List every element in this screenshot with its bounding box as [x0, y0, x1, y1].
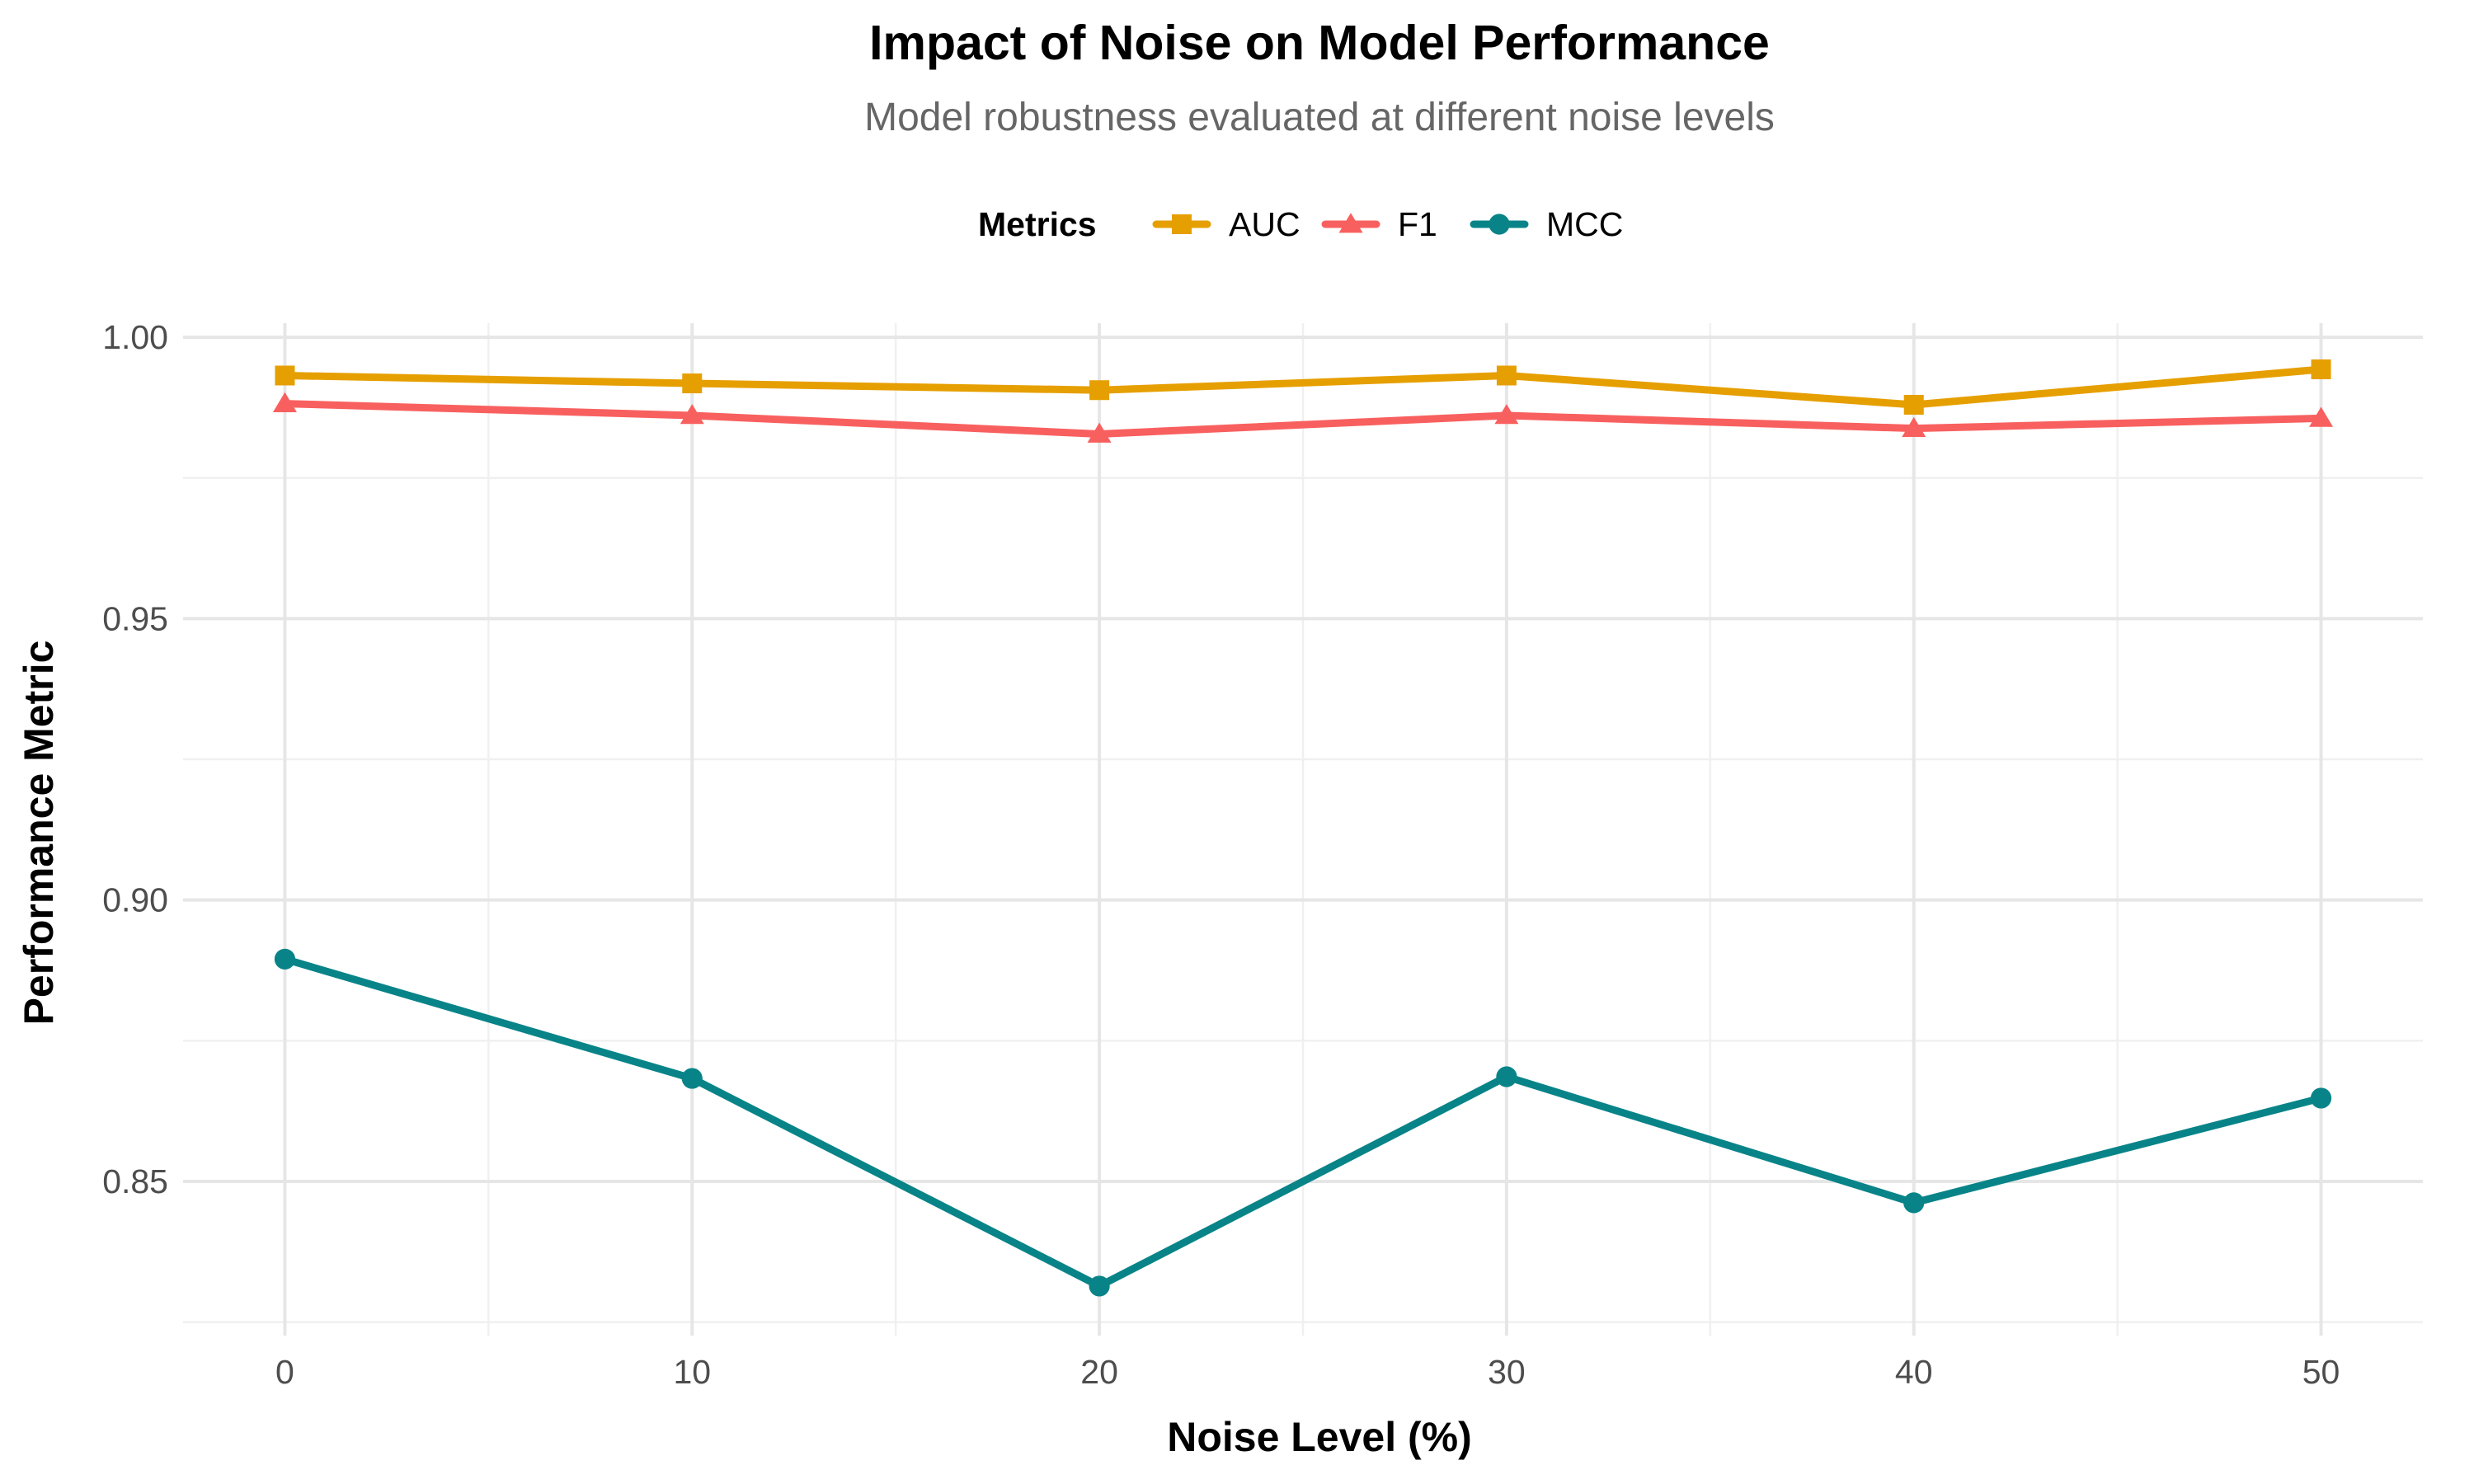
data-point-f1 [2309, 406, 2334, 427]
x-tick-label: 10 [673, 1353, 711, 1391]
series-line-f1 [280, 400, 2326, 438]
data-point-mcc [1903, 1192, 1925, 1214]
y-tick-label: 0.95 [102, 599, 168, 637]
legend-item-f1: F1 [1321, 205, 1437, 243]
data-point-mcc [1089, 1275, 1110, 1297]
legend-marker-mcc [1489, 214, 1510, 235]
data-point-auc [1496, 365, 1517, 386]
data-point-mcc [681, 1068, 703, 1089]
y-tick-label: 0.85 [102, 1162, 168, 1200]
data-point-auc [275, 365, 295, 386]
data-point-f1 [272, 392, 297, 412]
data-point-auc [1089, 380, 1110, 401]
y-axis-label: Performance Metric [16, 641, 62, 1026]
series-line-auc [280, 365, 2326, 409]
legend: Metrics AUC F1 MCC [978, 205, 1623, 243]
data-point-mcc [274, 948, 296, 970]
data-point-mcc [2310, 1087, 2332, 1109]
legend-label-mcc: MCC [1546, 205, 1623, 243]
legend-item-auc: AUC [1152, 205, 1300, 243]
series-f1 [272, 392, 2334, 443]
series-mcc [274, 948, 2332, 1297]
x-axis-label: Noise Level (%) [1167, 1414, 1472, 1460]
legend-label-auc: AUC [1229, 205, 1300, 243]
chart-subtitle: Model robustness evaluated at different … [864, 96, 1775, 139]
data-point-f1 [1087, 422, 1112, 443]
x-tick-label: 40 [1895, 1353, 1933, 1391]
x-tick-label: 20 [1080, 1353, 1118, 1391]
data-point-auc [2311, 359, 2331, 379]
y-axis-ticks: 0.85 0.90 0.95 1.00 [102, 318, 168, 1200]
x-axis-ticks: 0 10 20 30 40 50 [275, 1353, 2340, 1391]
y-tick-label: 1.00 [102, 318, 168, 356]
x-tick-label: 50 [2302, 1353, 2340, 1391]
legend-label-f1: F1 [1398, 205, 1437, 243]
series-layer [272, 359, 2334, 1297]
x-tick-label: 0 [275, 1353, 294, 1391]
data-point-auc [682, 373, 703, 394]
data-point-mcc [1496, 1066, 1517, 1087]
legend-marker-f1 [1338, 213, 1363, 233]
legend-item-mcc: MCC [1470, 205, 1623, 243]
data-point-f1 [680, 404, 704, 425]
x-tick-label: 30 [1488, 1353, 1526, 1391]
series-line-mcc [280, 955, 2326, 1290]
y-tick-label: 0.90 [102, 881, 168, 919]
chart-title: Impact of Noise on Model Performance [869, 16, 1770, 70]
series-auc [275, 359, 2331, 415]
legend-marker-auc [1172, 214, 1192, 234]
data-point-auc [1903, 394, 1924, 415]
data-point-f1 [1902, 416, 1926, 437]
data-point-f1 [1494, 404, 1519, 425]
legend-title: Metrics [978, 205, 1097, 243]
